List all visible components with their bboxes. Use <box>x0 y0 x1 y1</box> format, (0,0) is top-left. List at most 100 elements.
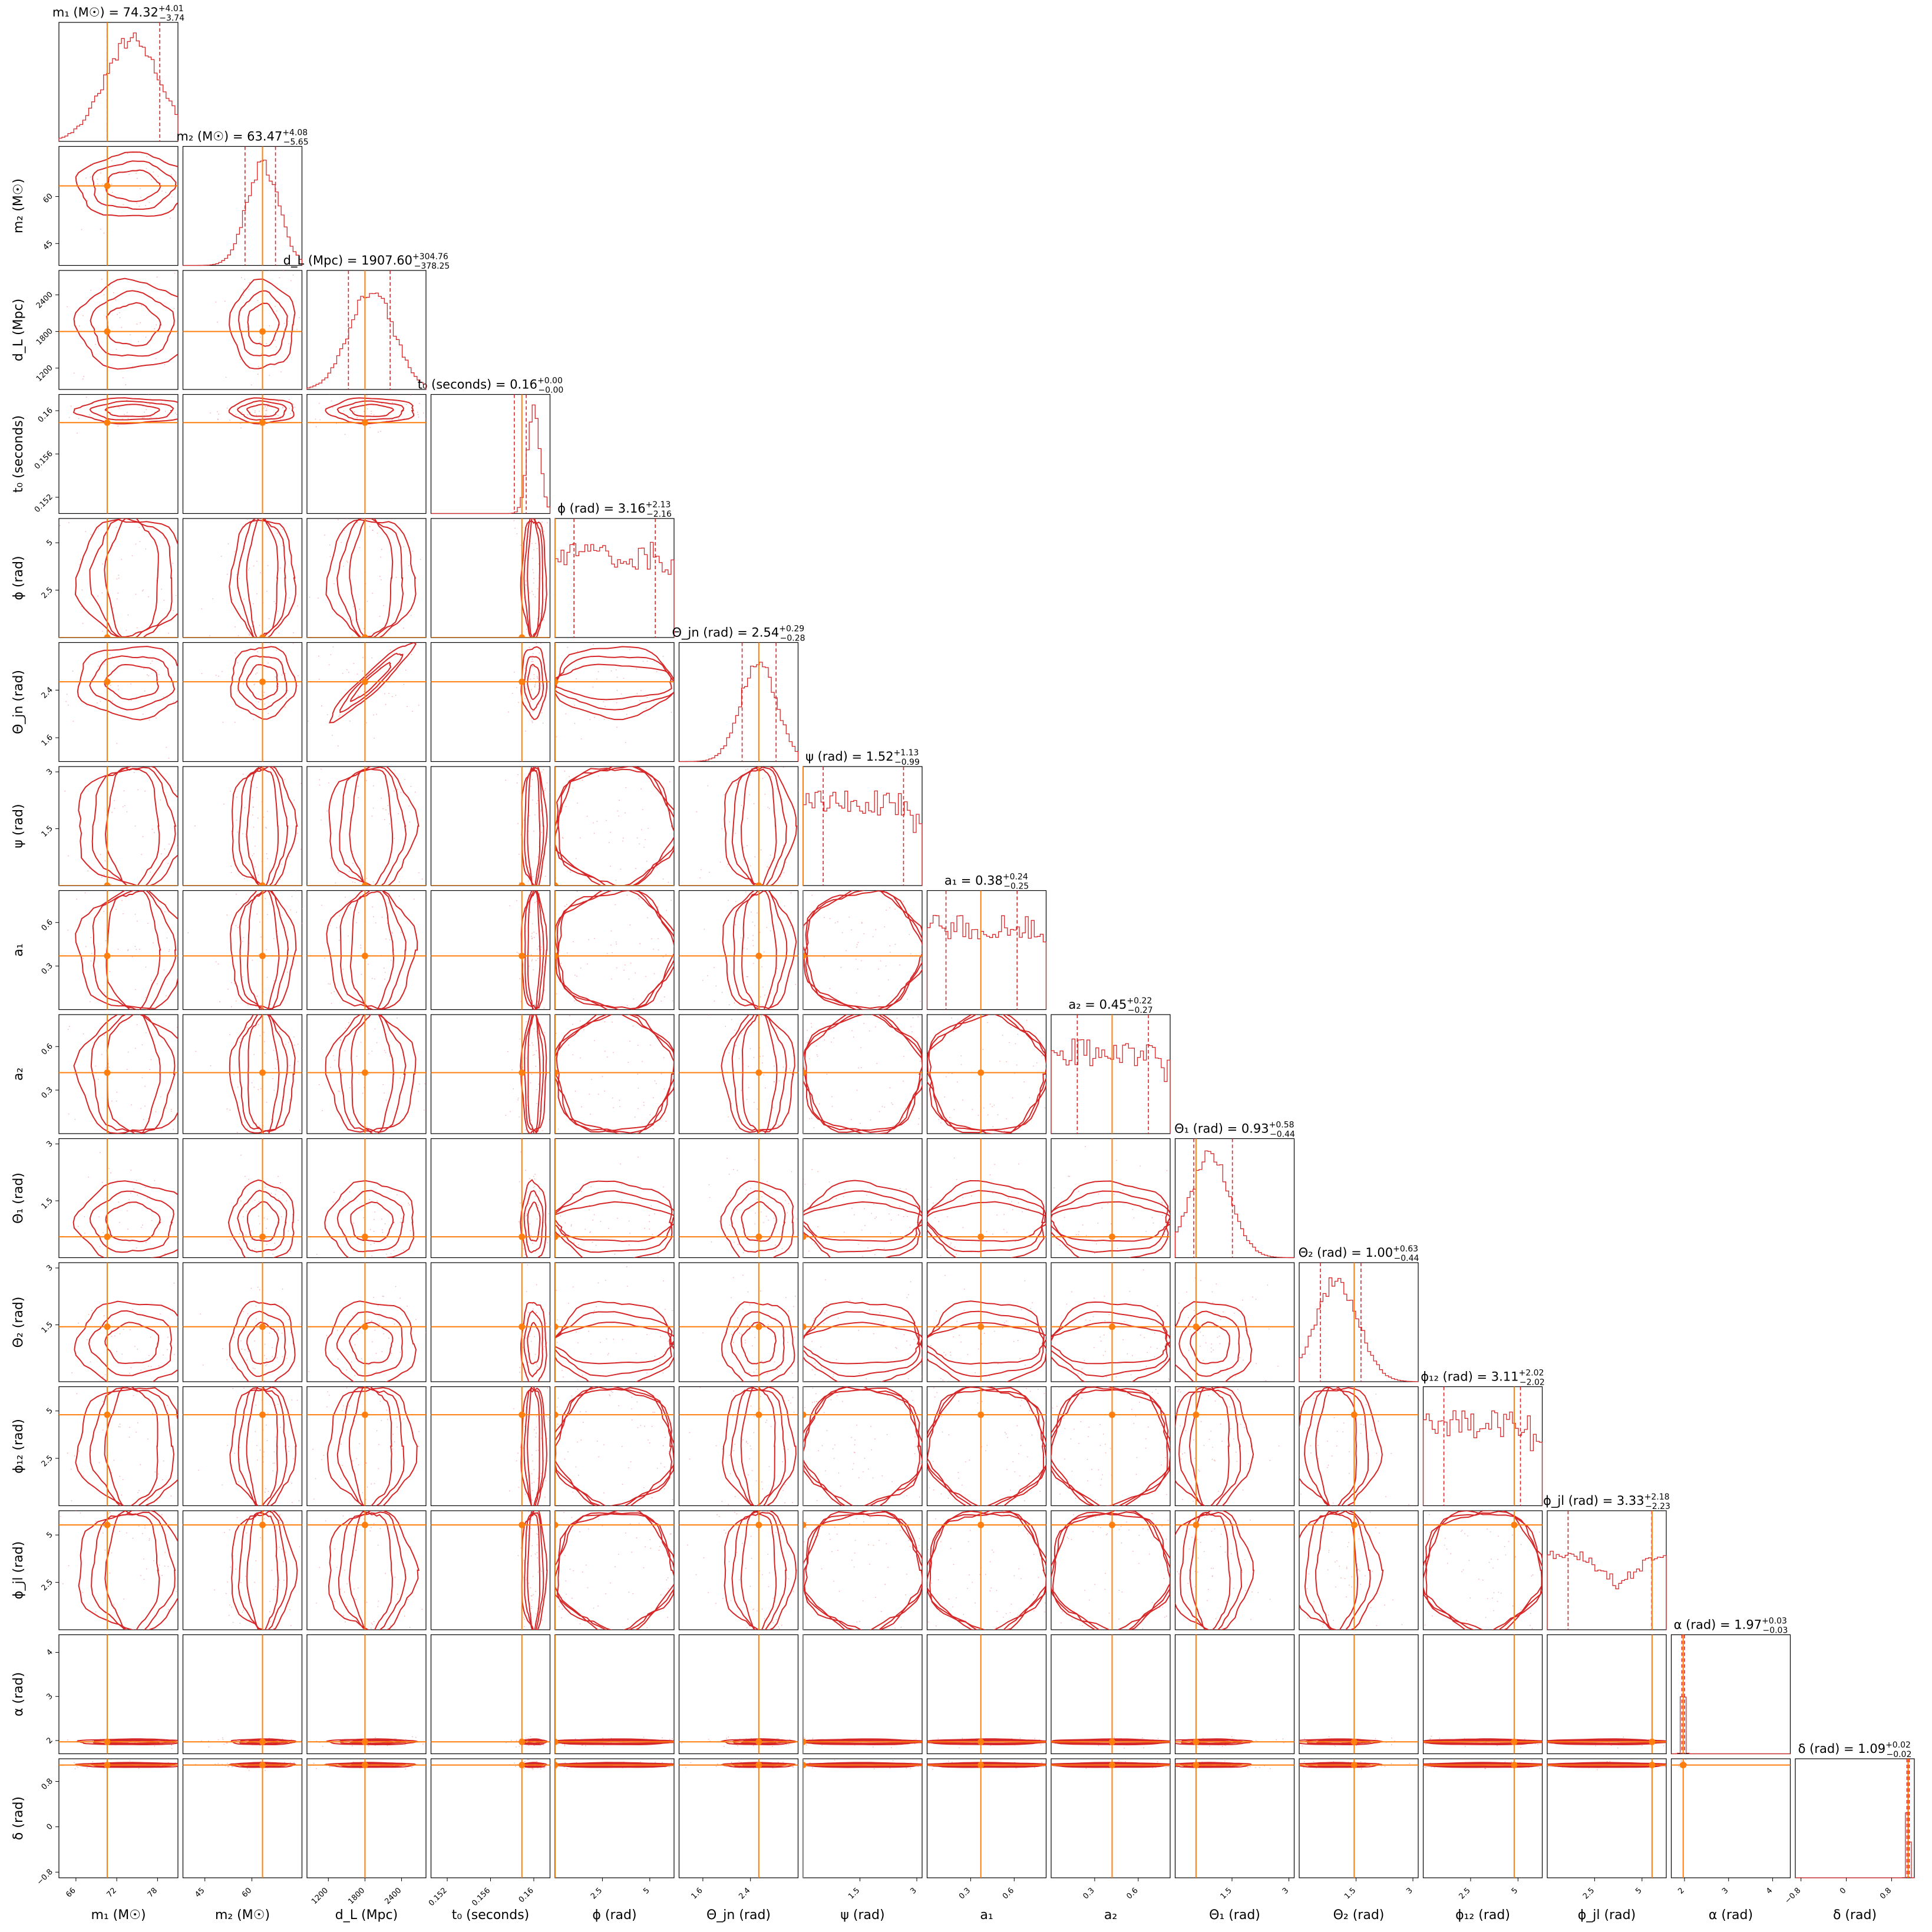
sample-point <box>272 1356 273 1358</box>
sample-point <box>950 1198 952 1200</box>
sample-point <box>153 1560 154 1561</box>
sample-point <box>767 1324 769 1326</box>
sample-point <box>853 1462 854 1464</box>
sample-point <box>1056 1405 1058 1407</box>
sample-point <box>610 1582 612 1584</box>
panel-frame <box>802 1386 923 1507</box>
sample-point <box>77 1226 79 1227</box>
contour-group <box>431 767 550 886</box>
sample-point <box>669 781 671 782</box>
sample-point <box>562 837 564 839</box>
sample-point <box>1310 1452 1312 1454</box>
sample-point <box>754 925 755 926</box>
sample-point <box>1210 1347 1212 1349</box>
histogram-step <box>58 32 179 141</box>
sample-point <box>530 678 531 680</box>
sample-point <box>362 657 364 659</box>
sample-point <box>353 606 354 607</box>
histogram-title: a₂ = 0.45+0.22 −0.27 <box>1068 996 1152 1015</box>
sample-point <box>518 953 520 954</box>
sample-point <box>948 1599 950 1600</box>
panel-frame <box>58 1138 179 1259</box>
sample-point <box>362 1492 364 1494</box>
sample-point <box>953 1031 954 1032</box>
sample-point <box>259 921 260 923</box>
sample-point <box>805 1527 807 1528</box>
sample-point <box>318 678 320 680</box>
sample-point <box>1157 1392 1159 1394</box>
sample-point <box>868 1544 869 1545</box>
sample-point <box>138 1490 140 1491</box>
sample-point <box>533 577 535 579</box>
sample-point <box>762 778 764 780</box>
sample-point <box>526 1057 527 1059</box>
contour-panel-m2-t0 <box>182 394 303 514</box>
sample-point <box>121 326 123 328</box>
sample-point <box>64 790 66 792</box>
sample-point <box>903 1081 904 1082</box>
sample-point <box>388 813 389 815</box>
contour-panel-m2-theta2 <box>182 1262 303 1382</box>
sample-point <box>358 1528 359 1530</box>
contour-group <box>431 1138 550 1258</box>
sample-point <box>397 1593 398 1595</box>
contour-panel-m1-a2: 0.30.6a₂ <box>11 1014 179 1134</box>
truth-point <box>755 1521 762 1528</box>
contour-level-1 <box>246 1321 279 1365</box>
sample-point <box>1332 1502 1334 1504</box>
sample-point <box>612 1021 613 1023</box>
sample-point <box>1036 1062 1038 1064</box>
sample-point <box>124 414 125 415</box>
sample-point <box>321 768 322 770</box>
sample-point <box>102 563 104 565</box>
sample-point <box>1035 1353 1037 1355</box>
sample-point <box>70 1468 72 1470</box>
sample-point <box>166 747 167 748</box>
sample-point <box>1208 1395 1210 1396</box>
sample-point <box>907 1378 909 1379</box>
sample-point <box>85 531 87 533</box>
sample-point <box>59 525 61 526</box>
truth-point <box>977 1069 985 1076</box>
sample-point <box>1307 1427 1309 1429</box>
sample-point <box>1208 1438 1210 1440</box>
sample-point <box>532 1460 533 1462</box>
sample-point <box>243 295 245 296</box>
sample-point <box>606 953 608 955</box>
sample-point <box>983 1333 985 1334</box>
sample-point <box>861 1298 863 1299</box>
sample-point <box>815 1401 817 1402</box>
sample-point <box>667 1616 669 1618</box>
panel-frame <box>182 766 303 886</box>
sample-point <box>341 1068 342 1070</box>
sample-point <box>546 1416 547 1417</box>
sample-point <box>1204 1517 1206 1518</box>
sample-point <box>759 996 761 998</box>
sample-point <box>745 891 747 893</box>
sample-point <box>338 1090 339 1092</box>
sample-point <box>408 1203 409 1204</box>
sample-point <box>278 683 279 685</box>
sample-point <box>787 1449 789 1450</box>
sample-point <box>645 838 646 840</box>
sample-point <box>752 945 754 946</box>
sample-point <box>576 678 577 679</box>
sample-point <box>216 411 218 412</box>
sample-point <box>80 1512 81 1514</box>
truth-point <box>361 1521 368 1528</box>
sample-point <box>767 1511 768 1512</box>
panel-frame <box>306 766 427 886</box>
contour-panel-t0-theta_jn <box>430 642 551 762</box>
contour-level-1 <box>246 890 280 1010</box>
sample-point <box>537 618 539 619</box>
sample-point <box>411 654 412 655</box>
sample-point <box>960 1341 962 1343</box>
sample-point <box>729 1454 730 1456</box>
sample-point <box>859 1122 861 1124</box>
sample-point <box>254 1368 256 1369</box>
sample-point <box>742 1543 743 1544</box>
sample-point <box>1348 1451 1350 1452</box>
sample-point <box>592 686 594 688</box>
sample-point <box>774 1081 775 1082</box>
